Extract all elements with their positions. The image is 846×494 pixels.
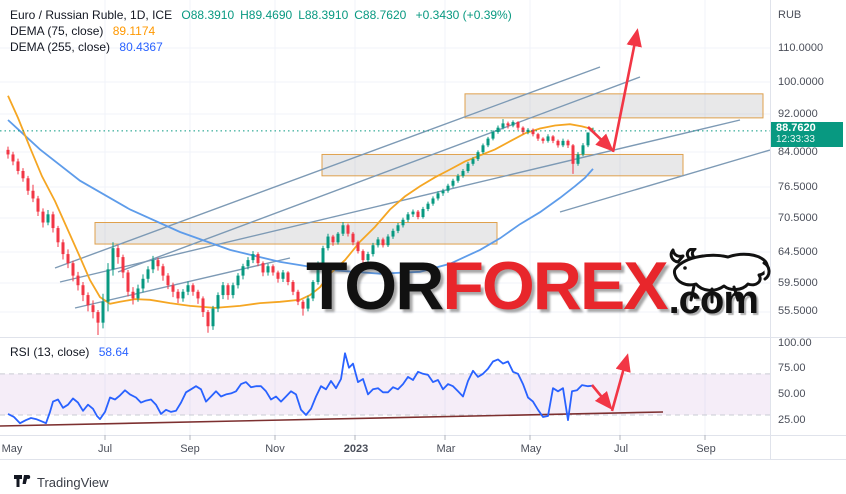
watermark-tor: TOR xyxy=(306,248,444,324)
tradingview-logo-icon xyxy=(14,475,31,487)
rsi-support-trendline[interactable] xyxy=(0,411,664,427)
ohlc-values: O88.3910 H89.4690 L88.3910 C88.7620 xyxy=(175,8,406,22)
price-projection-arrow[interactable] xyxy=(611,28,642,153)
tradingview-name: TradingView xyxy=(37,475,109,490)
time-axis-label: Nov xyxy=(265,443,285,455)
price-axis-label: 92.0000 xyxy=(778,108,818,120)
ohlc-h: H89.4690 xyxy=(240,8,293,22)
rsi-line xyxy=(7,352,594,425)
time-axis-label: Sep xyxy=(696,443,716,455)
dema75-value: 89.1174 xyxy=(112,24,156,38)
ohlc-l: L88.3910 xyxy=(298,8,349,22)
tradingview-branding[interactable]: TradingView xyxy=(14,475,109,490)
time-axis-label: May xyxy=(520,443,542,455)
ohlc-c: C88.7620 xyxy=(354,8,407,22)
time-axis-label: Mar xyxy=(436,443,456,455)
rsi-value: 58.64 xyxy=(98,345,129,359)
rsi-projection-arrow[interactable] xyxy=(610,353,631,412)
price-axis-label: 110.0000 xyxy=(778,42,824,54)
change-value: +0.3430 (+0.39%) xyxy=(415,8,512,22)
price-axis-label: 55.5000 xyxy=(778,305,818,317)
rsi-axis-label: 75.00 xyxy=(778,362,806,374)
watermark-forex: FOREX xyxy=(442,248,668,324)
supply-demand-zone[interactable] xyxy=(321,153,684,177)
price-axis-label: 70.5000 xyxy=(778,212,818,224)
rsi-legend[interactable]: RSI (13, close) 58.64 xyxy=(10,345,129,359)
price-axis-label: 100.0000 xyxy=(778,76,824,88)
supply-demand-zone[interactable] xyxy=(464,93,764,119)
price-projection-arrow[interactable] xyxy=(587,126,614,152)
price-axis-label: 76.5000 xyxy=(778,181,818,193)
torforex-watermark: TOR FOREX .com xyxy=(306,248,759,324)
dema255-value: 80.4367 xyxy=(119,40,163,54)
time-axis-label: 2023 xyxy=(343,443,369,455)
rsi-projection-arrow[interactable] xyxy=(590,384,613,411)
dema255-legend[interactable]: DEMA (255, close) 80.4367 xyxy=(10,40,163,54)
dema255-line xyxy=(7,119,594,275)
last-price: 88.7620 xyxy=(776,122,816,134)
symbol-title: Euro / Russian Ruble, 1D, ICE xyxy=(10,8,173,22)
last-price-badge: 88.7620 12:33:33 xyxy=(771,122,843,147)
time-axis-label: Jul xyxy=(613,443,629,455)
time-axis-label: Sep xyxy=(180,443,200,455)
rsi-label: RSI (13, close) xyxy=(10,345,90,359)
dema75-label: DEMA (75, close) xyxy=(10,24,104,38)
dema255-label: DEMA (255, close) xyxy=(10,40,111,54)
dema75-line xyxy=(7,95,594,309)
time-axis-label: Jul xyxy=(97,443,113,455)
ohlc-o: O88.3910 xyxy=(181,8,235,22)
bull-icon xyxy=(669,248,771,304)
rsi-band xyxy=(0,373,770,415)
rsi-axis-label: 50.00 xyxy=(778,388,806,400)
symbol-legend[interactable]: Euro / Russian Ruble, 1D, ICE O88.3910 H8… xyxy=(10,8,512,22)
price-axis-label: 84.0000 xyxy=(778,146,818,158)
currency-label: RUB xyxy=(778,9,802,21)
price-axis-label: 64.5000 xyxy=(778,246,818,258)
dema75-legend[interactable]: DEMA (75, close) 89.1174 xyxy=(10,24,155,38)
rsi-axis-label: 25.00 xyxy=(778,414,806,426)
rsi-axis-label: 100.00 xyxy=(778,337,812,349)
bar-countdown: 12:33:33 xyxy=(776,134,815,145)
candles xyxy=(6,119,595,335)
time-axis-label: May xyxy=(1,443,23,455)
price-axis-label: 59.5000 xyxy=(778,277,818,289)
